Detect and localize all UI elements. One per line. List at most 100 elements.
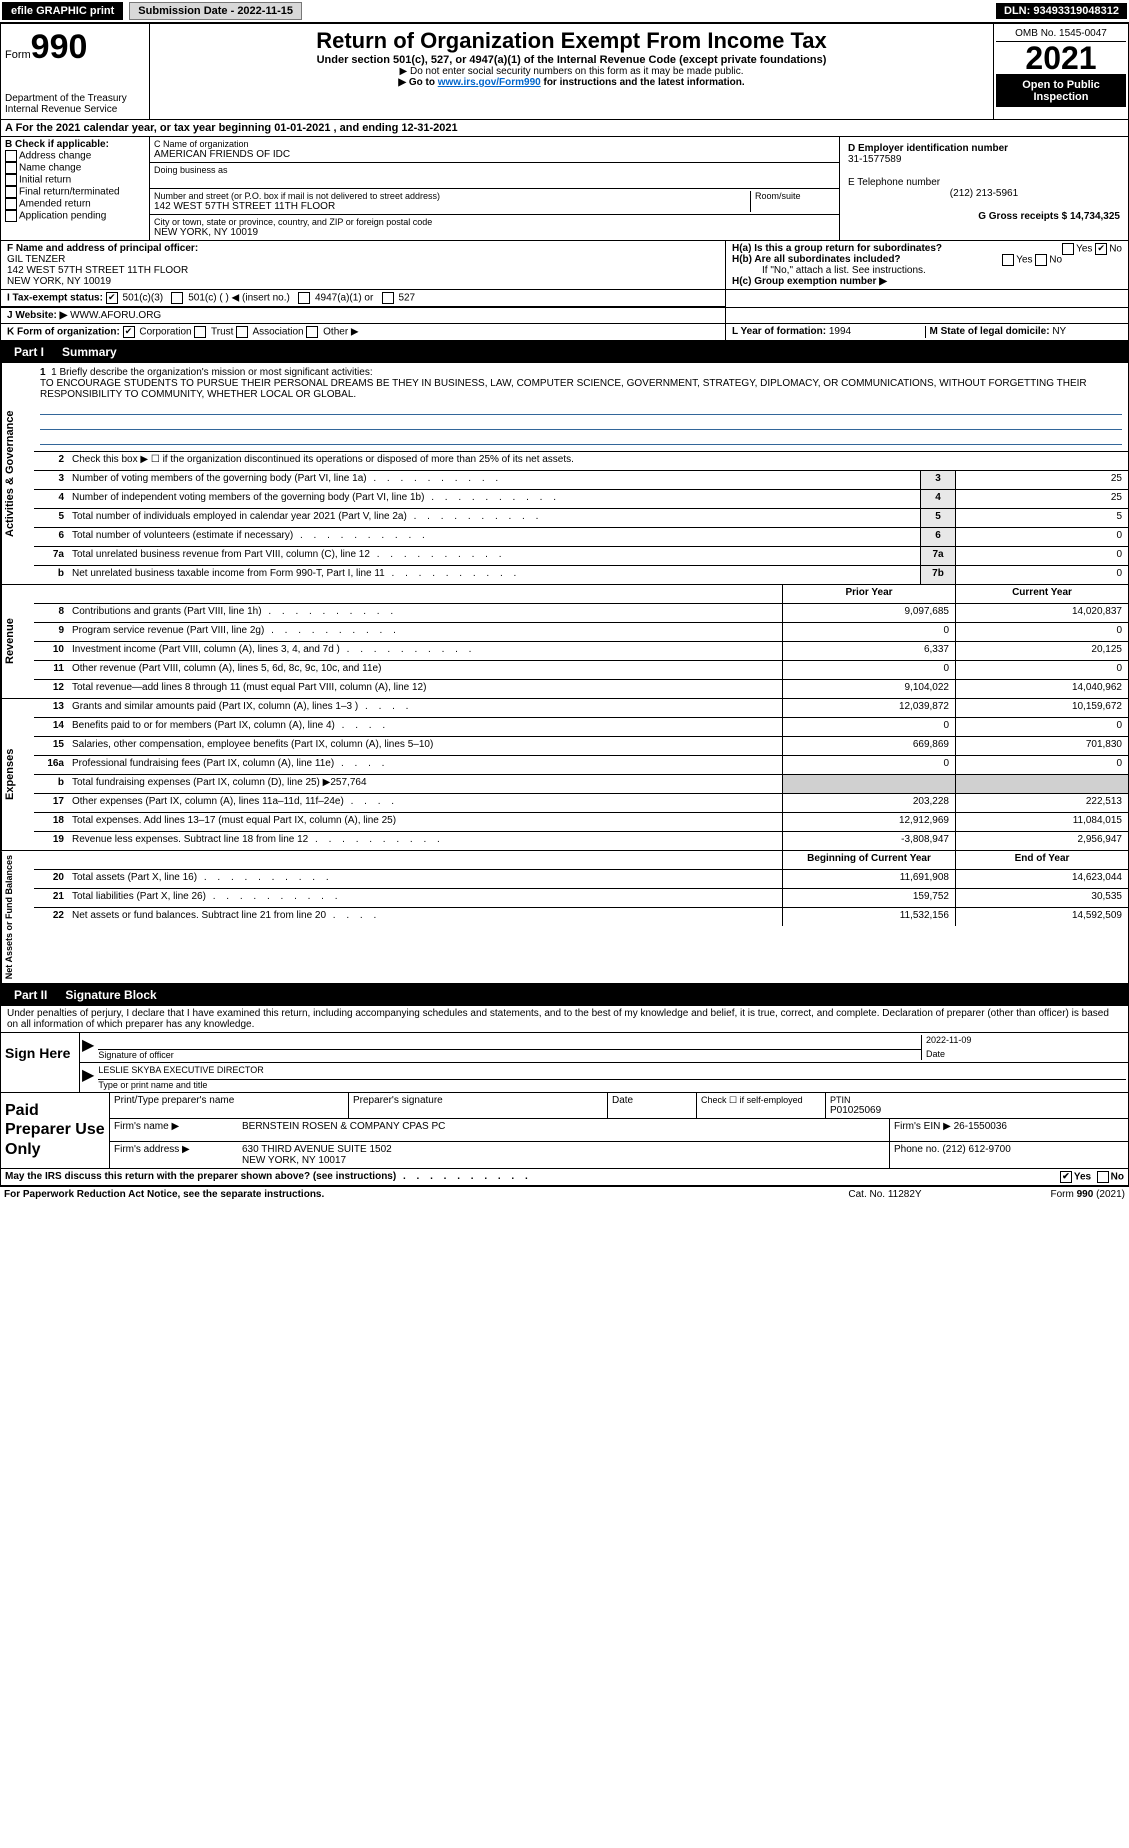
c14: 0 [955, 718, 1128, 736]
discuss-row: May the IRS discuss this return with the… [0, 1169, 1129, 1186]
instructions-note: ▶ Go to www.irs.gov/Form990 for instruct… [158, 77, 985, 88]
discuss-no-checkbox[interactable] [1097, 1171, 1109, 1183]
org-name: AMERICAN FRIENDS OF IDC [154, 149, 835, 160]
dba-label: Doing business as [154, 165, 835, 175]
col-b-checkboxes: B Check if applicable: Address change Na… [1, 137, 150, 240]
top-bar: efile GRAPHIC print Submission Date - 20… [0, 0, 1129, 22]
name-change-checkbox[interactable] [5, 162, 17, 174]
val-7a: 0 [955, 547, 1128, 565]
revenue-tab: Revenue [1, 585, 34, 698]
c8: 14,020,837 [955, 604, 1128, 622]
p19: -3,808,947 [782, 832, 955, 850]
c18: 11,084,015 [955, 813, 1128, 831]
state-domicile: NY [1052, 326, 1066, 337]
firm-name-value: BERNSTEIN ROSEN & COMPANY CPAS PC [238, 1119, 890, 1141]
gross-receipts-label: G Gross receipts $ [978, 211, 1067, 222]
p11: 0 [782, 661, 955, 679]
ha-yes-checkbox[interactable] [1062, 243, 1074, 255]
c10: 20,125 [955, 642, 1128, 660]
corp-checkbox[interactable] [123, 326, 135, 338]
dept-label: Department of the Treasury Internal Reve… [5, 93, 145, 115]
end-year-header: End of Year [955, 851, 1128, 869]
street-address: 142 WEST 57TH STREET 11TH FLOOR [154, 201, 750, 212]
ssn-note: ▶ Do not enter social security numbers o… [158, 66, 985, 77]
final-return-checkbox[interactable] [5, 186, 17, 198]
501c3-checkbox[interactable] [106, 292, 118, 304]
phone-label: Phone no. [894, 1144, 940, 1155]
mission-text: TO ENCOURAGE STUDENTS TO PURSUE THEIR PE… [40, 378, 1122, 400]
hb-no-checkbox[interactable] [1035, 254, 1047, 266]
line-21: Total liabilities (Part X, line 26) [68, 889, 782, 907]
current-year-header: Current Year [955, 585, 1128, 603]
netassets-tab: Net Assets or Fund Balances [1, 851, 34, 983]
c12: 14,040,962 [955, 680, 1128, 698]
ein-value: 31-1577589 [848, 154, 1120, 165]
sig-date-label: Date [926, 1049, 1126, 1059]
c22: 14,592,509 [955, 908, 1128, 926]
efile-print-button[interactable]: efile GRAPHIC print [2, 2, 123, 20]
trust-checkbox[interactable] [194, 326, 206, 338]
amended-return-checkbox[interactable] [5, 198, 17, 210]
self-employed-check: Check ☐ if self-employed [697, 1093, 826, 1118]
firm-addr2-value: NEW YORK, NY 10017 [242, 1155, 885, 1166]
p22: 11,532,156 [782, 908, 955, 926]
firm-addr-value: 630 THIRD AVENUE SUITE 1502 [242, 1144, 885, 1155]
p15: 669,869 [782, 737, 955, 755]
officer-name: GIL TENZER [7, 254, 719, 265]
irs-link[interactable]: www.irs.gov/Form990 [438, 77, 541, 88]
org-info-block: B Check if applicable: Address change Na… [0, 137, 1129, 241]
501c-checkbox[interactable] [171, 292, 183, 304]
discuss-text: May the IRS discuss this return with the… [5, 1171, 1060, 1183]
submission-date-button[interactable]: Submission Date - 2022-11-15 [129, 2, 302, 20]
telephone-value: (212) 213-5961 [848, 188, 1120, 199]
pra-notice: For Paperwork Reduction Act Notice, see … [4, 1189, 805, 1200]
open-public-badge: Open to Public Inspection [996, 75, 1126, 107]
p12: 9,104,022 [782, 680, 955, 698]
prep-name-header: Print/Type preparer's name [110, 1093, 349, 1118]
form-org-row: K Form of organization: Corporation Trus… [0, 324, 1129, 341]
val-6: 0 [955, 528, 1128, 546]
page-footer: For Paperwork Reduction Act Notice, see … [0, 1186, 1129, 1202]
officer-addr2: NEW YORK, NY 10019 [7, 276, 719, 287]
officer-group-row: F Name and address of principal officer:… [0, 241, 1129, 290]
tax-year: 2021 [996, 42, 1126, 75]
c16a: 0 [955, 756, 1128, 774]
hb-yes-checkbox[interactable] [1002, 254, 1014, 266]
governance-section: Activities & Governance 1 1 Briefly desc… [0, 363, 1129, 585]
c15: 701,830 [955, 737, 1128, 755]
c17: 222,513 [955, 794, 1128, 812]
address-change-checkbox[interactable] [5, 150, 17, 162]
application-pending-checkbox[interactable] [5, 210, 17, 222]
ha-question: H(a) Is this a group return for subordin… [732, 243, 1122, 254]
4947-checkbox[interactable] [298, 292, 310, 304]
other-checkbox[interactable] [306, 326, 318, 338]
discuss-yes-checkbox[interactable] [1060, 1171, 1072, 1183]
val-4: 25 [955, 490, 1128, 508]
hb-question: H(b) Are all subordinates included? Yes … [732, 254, 1122, 265]
p9: 0 [782, 623, 955, 641]
form-number: Form990 [5, 28, 145, 67]
527-checkbox[interactable] [382, 292, 394, 304]
ha-no-checkbox[interactable] [1095, 243, 1107, 255]
begin-year-header: Beginning of Current Year [782, 851, 955, 869]
sig-date-value: 2022-11-09 [926, 1035, 1126, 1049]
firm-ein-value: 26-1550036 [954, 1121, 1007, 1132]
telephone-label: E Telephone number [848, 177, 1120, 188]
city-label: City or town, state or province, country… [154, 217, 835, 227]
paid-preparer-block: Paid Preparer Use Only Print/Type prepar… [0, 1093, 1129, 1169]
mission-label: 1 Briefly describe the organization's mi… [51, 367, 373, 378]
prep-date-header: Date [608, 1093, 697, 1118]
assoc-checkbox[interactable] [236, 326, 248, 338]
line-16b: Total fundraising expenses (Part IX, col… [68, 775, 782, 793]
netassets-section: Net Assets or Fund Balances Beginning of… [0, 851, 1129, 984]
line-19: Revenue less expenses. Subtract line 18 … [68, 832, 782, 850]
sig-officer-label: Signature of officer [98, 1050, 921, 1060]
line-12: Total revenue—add lines 8 through 11 (mu… [68, 680, 782, 698]
initial-return-checkbox[interactable] [5, 174, 17, 186]
prep-sig-header: Preparer's signature [349, 1093, 608, 1118]
form-footer: Form 990 (2021) [965, 1189, 1125, 1200]
p13: 12,039,872 [782, 699, 955, 717]
expenses-tab: Expenses [1, 699, 34, 850]
line-10: Investment income (Part VIII, column (A)… [68, 642, 782, 660]
arrow-icon: ▶ [82, 1035, 94, 1060]
